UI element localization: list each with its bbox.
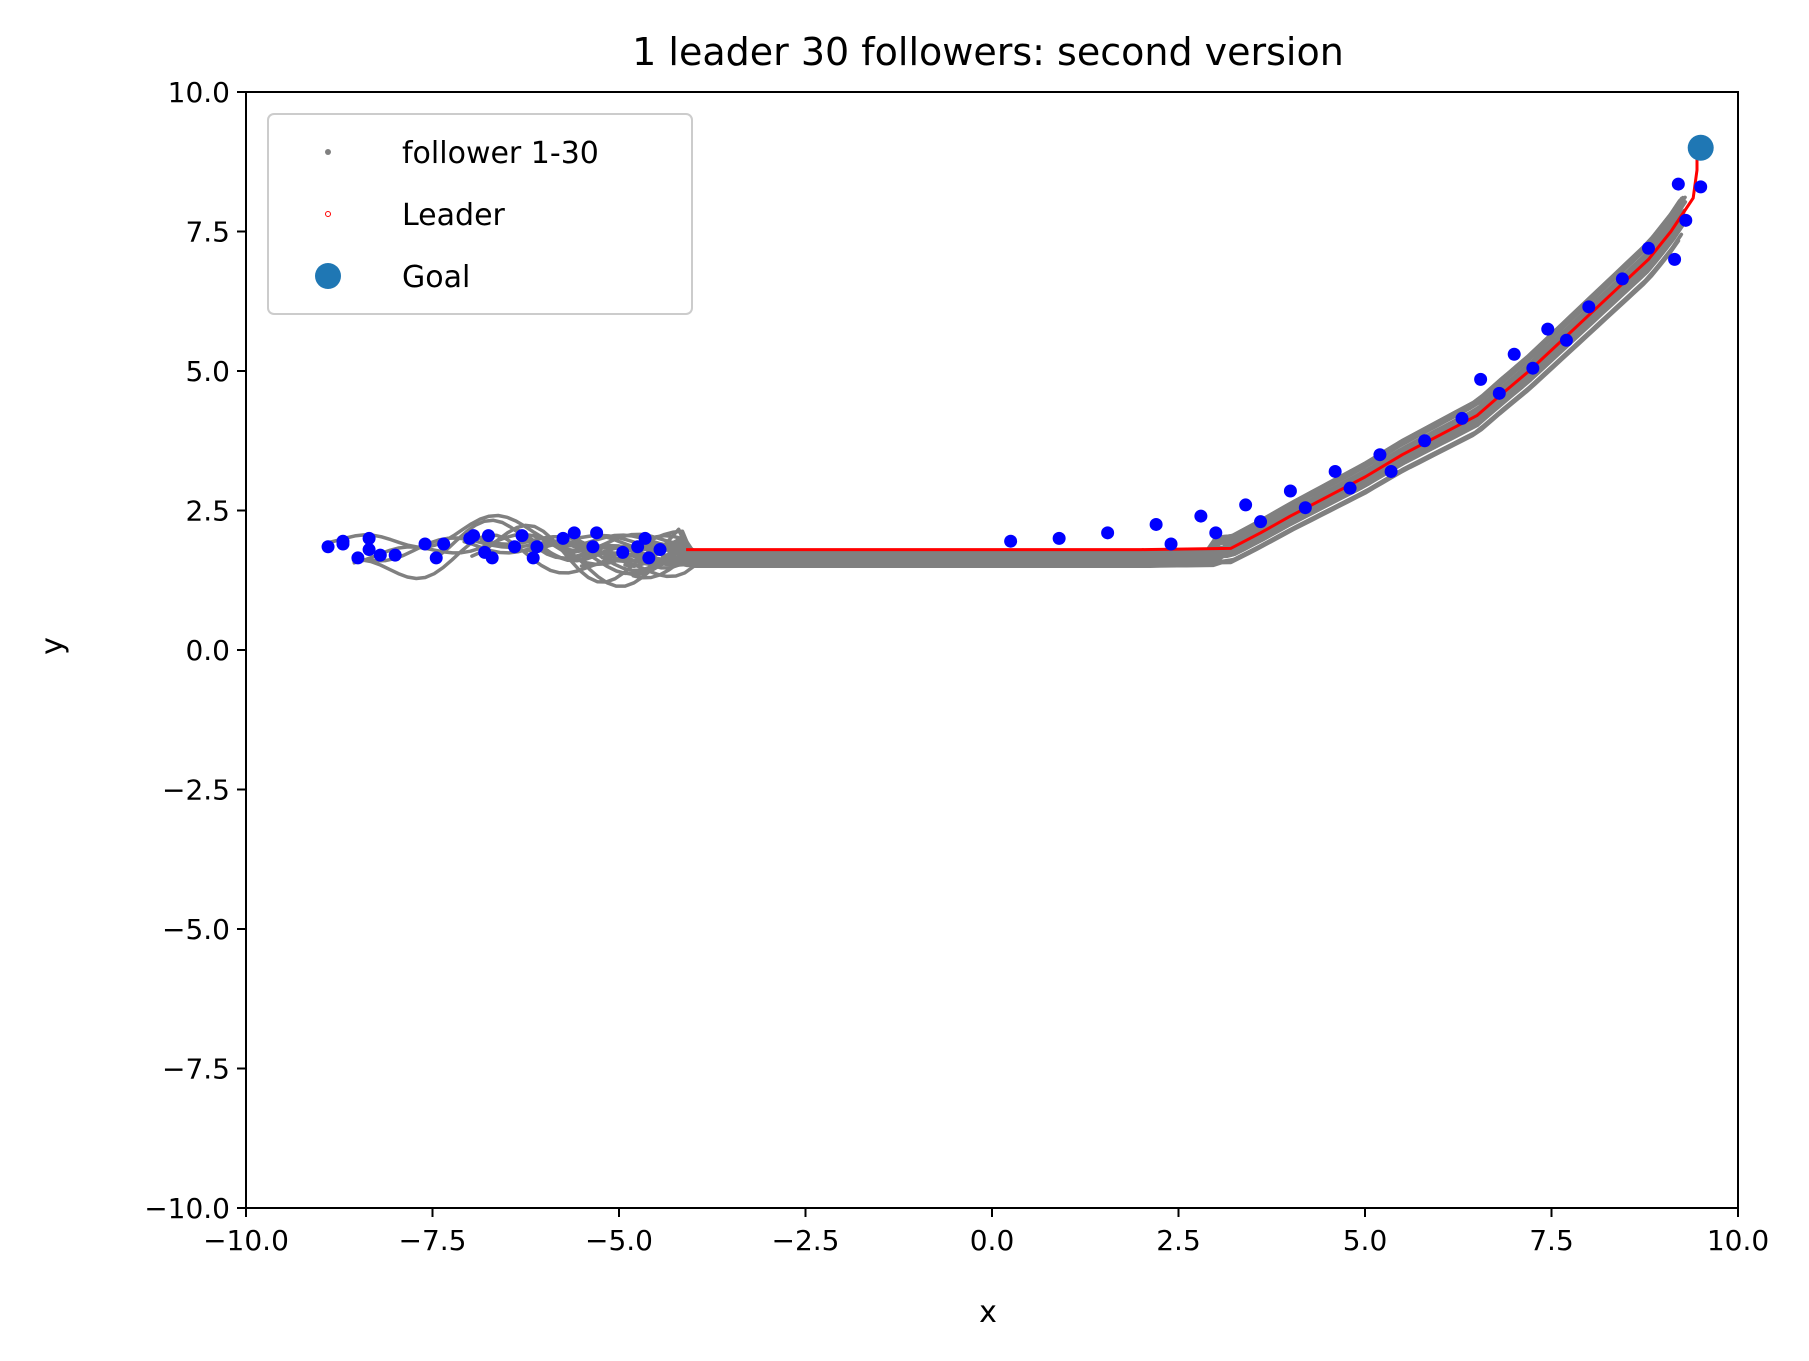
follower-position-point [362,543,376,557]
follower-position-point [1641,241,1655,255]
follower-position-point [653,543,667,557]
follower-position-point [616,545,630,559]
follower-position-point [515,529,529,543]
follower-position-point [1526,361,1540,375]
follower-trajectory [623,197,1684,569]
follower-position-point [1283,484,1297,498]
follower-position-point [467,529,481,543]
follower-position-point [1298,501,1312,515]
follower-position-point [1559,333,1573,347]
plot-area [245,91,1739,1209]
follower-position-point [1004,534,1018,548]
legend-goal-marker [315,263,341,289]
legend-follower-marker [325,149,331,155]
follower-position-point [485,551,499,565]
y-tick-label: 2.5 [185,495,230,528]
follower-position-point [642,551,656,565]
follower-position-point [437,537,451,551]
follower-position-point [1384,464,1398,478]
follower-trajectory [560,232,1684,588]
follower-position-point [418,537,432,551]
follower-position-point [1694,180,1708,194]
follower-position-point [1418,434,1432,448]
follower-position-point [1343,481,1357,495]
y-tick-label: 0.0 [185,634,230,667]
follower-position-point [351,551,365,565]
x-tick-label: −10.0 [203,1224,289,1257]
follower-position-point [373,548,387,562]
y-axis-label: y [35,637,70,655]
chart-title: 1 leader 30 followers: second version [632,30,1344,74]
follower-position-point [1373,448,1387,462]
follower-position-point [1101,526,1115,540]
follower-trajectory [622,226,1683,577]
x-tick-label: 5.0 [1343,1224,1388,1257]
x-tick-label: −7.5 [399,1224,467,1257]
follower-position-point [1254,515,1268,529]
follower-position-point [590,526,604,540]
follower-position-point [481,529,495,543]
x-tick-label: 0.0 [970,1224,1015,1257]
follower-position-point [1668,252,1682,266]
y-tick-label: 5.0 [185,355,230,388]
follower-position-point [530,540,544,554]
follower-position-point [336,534,350,548]
y-tick-label: 7.5 [185,216,230,249]
follower-position-point [1474,372,1488,386]
x-tick-label: −5.0 [585,1224,653,1257]
y-tick-label: 10.0 [168,76,230,109]
follower-trajectory [660,223,1685,565]
follower-position-point [1671,177,1685,191]
follower-position-point [1679,213,1693,227]
y-tick-label: −5.0 [162,913,230,946]
follower-position-point [1507,347,1521,361]
x-axis-label: x [979,1295,997,1330]
follower-position-point [586,540,600,554]
legend: follower 1-30 Leader Goal [267,113,693,315]
legend-label: follower 1-30 [402,136,599,171]
x-axis-ticks: −10.0 −7.5 −5.0 −2.5 0.0 2.5 5.0 7.5 10.0 [203,1208,1769,1257]
follower-position-point [1582,300,1596,314]
x-tick-label: 2.5 [1156,1224,1201,1257]
legend-label: Leader [402,198,506,233]
x-tick-label: −2.5 [772,1224,840,1257]
follower-position-point [1239,498,1253,512]
follower-position-point [362,531,376,545]
follower-trajectory [630,218,1682,561]
goal-point [1687,134,1714,161]
legend-frame [267,113,693,315]
follower-position-point [508,540,522,554]
follower-position-point [429,551,443,565]
y-tick-label: −10.0 [144,1192,230,1225]
follower-position-point [567,526,581,540]
follower-position-point [1194,509,1208,523]
x-tick-label: 10.0 [1707,1224,1769,1257]
follower-position-point [631,540,645,554]
follower-position-point [1615,272,1629,286]
follower-position-point [1328,464,1342,478]
y-axis-ticks: −10.0 −7.5 −5.0 −2.5 0.0 2.5 5.0 7.5 10.0 [144,76,246,1225]
y-tick-label: −2.5 [162,774,230,807]
follower-position-point [321,540,335,554]
follower-position-point [638,531,652,545]
follower-position-point [1209,526,1223,540]
follower-position-point [1455,411,1469,425]
y-tick-label: −7.5 [162,1053,230,1086]
x-tick-label: 7.5 [1529,1224,1574,1257]
follower-position-point [1541,322,1555,336]
follower-position-point [388,548,402,562]
leader-path [686,153,1699,552]
follower-position-point [1492,386,1506,400]
follower-position-point [1149,517,1163,531]
follower-position-point [556,531,570,545]
follower-position-point [526,551,540,565]
follower-position-point [1052,531,1066,545]
legend-label: Goal [402,260,470,295]
follower-position-point [1164,537,1178,551]
legend-leader-marker [325,211,331,217]
follower-trajectory [351,239,1681,581]
